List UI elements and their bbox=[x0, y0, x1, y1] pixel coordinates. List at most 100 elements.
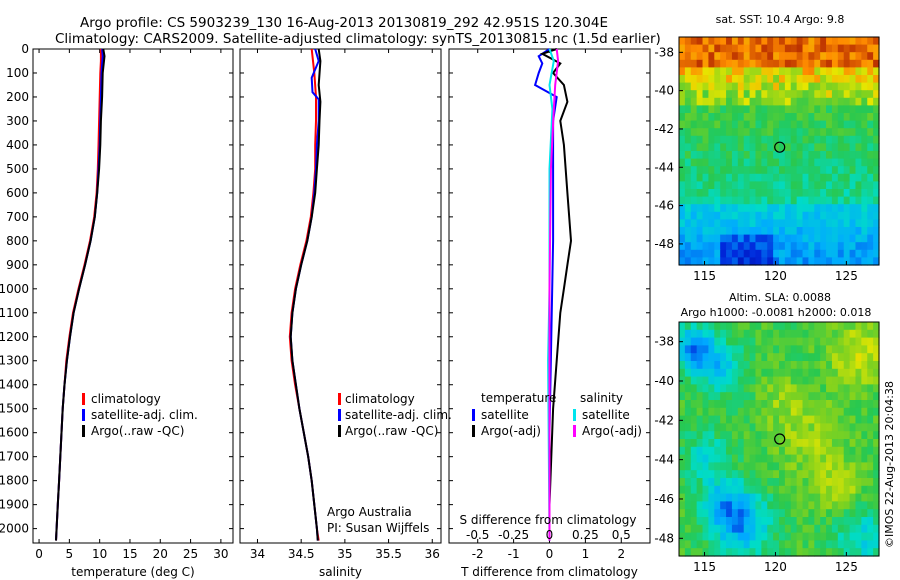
map-cell bbox=[814, 439, 821, 448]
map-cell bbox=[861, 392, 868, 401]
map-cell bbox=[779, 345, 786, 354]
map-cell bbox=[714, 407, 721, 417]
map-cell bbox=[790, 532, 798, 541]
map-cell bbox=[796, 415, 804, 424]
y-tick-label: 200 bbox=[6, 90, 29, 104]
map-cell bbox=[720, 532, 727, 541]
map-cell bbox=[831, 113, 839, 122]
map-cell bbox=[708, 211, 715, 220]
map-cell bbox=[708, 517, 715, 526]
map-cell bbox=[867, 242, 874, 251]
map-cell bbox=[767, 353, 774, 362]
map-cell bbox=[837, 368, 845, 378]
map-cell bbox=[849, 143, 857, 152]
map-cell bbox=[755, 257, 762, 266]
map-cell bbox=[867, 415, 874, 424]
map-cell bbox=[755, 75, 762, 84]
map-cell bbox=[843, 431, 851, 440]
map-cell bbox=[726, 478, 733, 487]
map-cell bbox=[761, 135, 768, 144]
map-cell bbox=[808, 485, 815, 495]
map-cell bbox=[831, 227, 839, 236]
map-cell bbox=[837, 376, 845, 385]
map-cell bbox=[726, 143, 733, 152]
map-cell bbox=[820, 135, 827, 144]
map-cell bbox=[855, 361, 862, 370]
series-line-t-satellite bbox=[533, 48, 558, 541]
map-cell bbox=[696, 493, 704, 502]
map-cell bbox=[773, 407, 780, 417]
map-cell bbox=[784, 75, 792, 84]
y-tick-label: -38 bbox=[654, 335, 674, 349]
map-cell bbox=[814, 120, 821, 129]
map-cell bbox=[861, 540, 868, 549]
map-cell bbox=[814, 166, 821, 175]
map-cell bbox=[855, 392, 862, 401]
map-cell bbox=[743, 219, 751, 228]
map-cell bbox=[761, 82, 768, 91]
map-cell bbox=[779, 446, 786, 456]
map-cell bbox=[720, 181, 727, 190]
map-cell bbox=[814, 196, 821, 205]
map-cell bbox=[708, 415, 715, 424]
map-cell bbox=[737, 59, 745, 68]
map-cell bbox=[755, 234, 762, 243]
map-cell bbox=[720, 227, 727, 236]
map-cell bbox=[702, 454, 710, 463]
map-cell bbox=[767, 361, 774, 370]
map-cell bbox=[702, 37, 710, 46]
map-cell bbox=[737, 532, 745, 541]
map-cell bbox=[814, 392, 821, 401]
map-cell bbox=[761, 166, 768, 175]
map-cell bbox=[855, 345, 862, 354]
map-cell bbox=[849, 439, 857, 448]
map-cell bbox=[867, 509, 874, 518]
map-cell bbox=[855, 97, 862, 106]
map-cell bbox=[731, 329, 739, 339]
map-cell bbox=[708, 392, 715, 401]
map-cell bbox=[849, 249, 857, 258]
map-cell bbox=[731, 361, 739, 370]
map-cell bbox=[696, 415, 704, 424]
map-cell bbox=[767, 204, 774, 213]
map-cell bbox=[773, 548, 780, 557]
map-cell bbox=[802, 485, 810, 495]
map-cell bbox=[837, 219, 845, 228]
map-cell bbox=[773, 392, 780, 401]
map-cell bbox=[855, 517, 862, 526]
map-cell bbox=[843, 249, 851, 258]
y-tick-label: -46 bbox=[654, 492, 674, 506]
x-axis-label: T difference from climatology bbox=[460, 565, 638, 579]
map-cell bbox=[873, 337, 880, 346]
map-cell bbox=[849, 548, 857, 557]
map-cell bbox=[861, 415, 868, 424]
map-cell bbox=[720, 478, 727, 487]
map-cell bbox=[767, 44, 774, 53]
map-cell bbox=[731, 97, 739, 106]
map-cell bbox=[790, 485, 798, 495]
map-cell bbox=[867, 227, 874, 236]
map-cell bbox=[737, 143, 745, 152]
map-cell bbox=[808, 384, 815, 393]
map-cell bbox=[779, 90, 786, 99]
map-cell bbox=[773, 211, 780, 220]
map-cell bbox=[826, 548, 833, 557]
map-cell bbox=[726, 509, 733, 518]
map-cell bbox=[843, 368, 851, 378]
map-cell bbox=[814, 204, 821, 213]
map-cell bbox=[867, 189, 874, 198]
map-cell bbox=[714, 113, 721, 122]
map-cell bbox=[802, 120, 810, 129]
map-cell bbox=[714, 67, 721, 76]
map-cell bbox=[720, 548, 727, 557]
map-cell bbox=[784, 59, 792, 68]
map-cell bbox=[831, 219, 839, 228]
map-cell bbox=[731, 439, 739, 448]
map-cell bbox=[755, 392, 762, 401]
map-cell bbox=[737, 196, 745, 205]
map-cell bbox=[731, 509, 739, 518]
map-cell bbox=[873, 52, 880, 61]
map-cell bbox=[708, 173, 715, 182]
map-cell bbox=[867, 517, 874, 526]
map-cell bbox=[749, 548, 757, 557]
